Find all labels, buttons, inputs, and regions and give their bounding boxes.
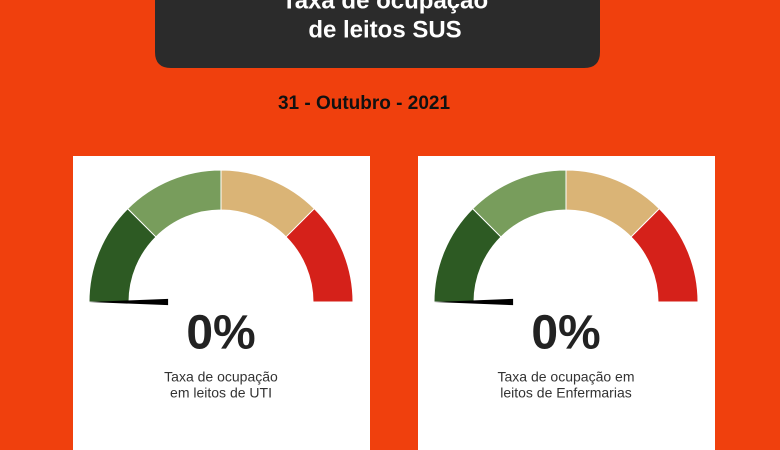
gauge-value: 0%: [186, 307, 255, 360]
gauge-needle: [434, 298, 514, 306]
header-box: [155, 0, 600, 68]
gauge-band: [285, 207, 354, 303]
gauge-value: 0%: [531, 307, 600, 360]
gauge-needle: [89, 298, 169, 306]
header-title: Taxa de ocupação: [282, 0, 488, 14]
gauge-caption: Taxa de ocupação: [164, 369, 278, 385]
date: 31 - Outubro - 2021: [278, 93, 451, 114]
gauge-caption: Taxa de ocupação em: [498, 369, 635, 385]
header-title: de leitos SUS: [308, 16, 461, 43]
gauge-caption: leitos de Enfermarias: [500, 385, 632, 401]
gauge-caption: em leitos de UTI: [170, 385, 272, 401]
gauge-band: [630, 207, 699, 303]
